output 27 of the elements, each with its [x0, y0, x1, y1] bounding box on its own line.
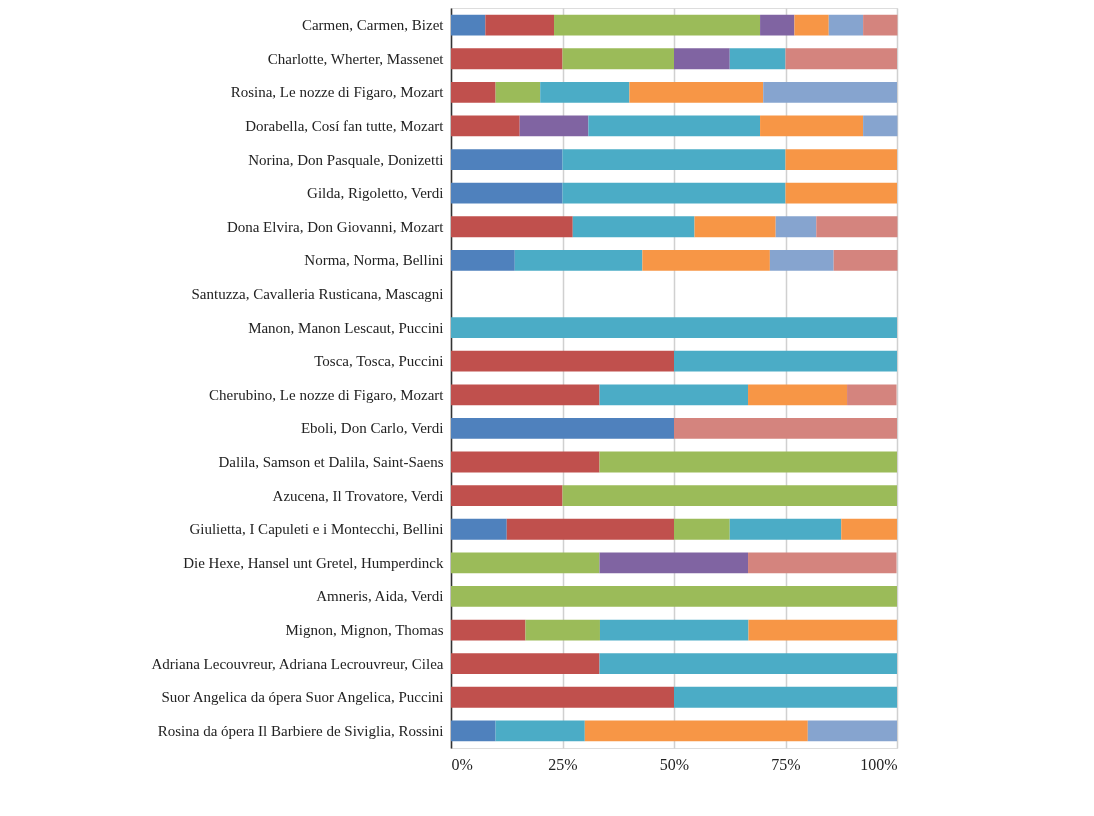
y-tick-label: Dorabella, Cosí fan tutte, Mozart: [245, 117, 445, 134]
y-tick-label: Carmen, Carmen, Bizet: [301, 17, 445, 34]
y-tick-label: Adriana Lecouvreur, Adriana Lecrouvreur, Cilea: [151, 655, 444, 672]
y-tick-label: Norina, Don Pasquale, Donizetti: [248, 151, 444, 168]
y-tick-label: Suor Angelica da ópera Suor Angelica, Puccini: [161, 689, 444, 706]
x-tick-label: 100%: [860, 755, 898, 773]
y-tick-label: Die Hexe, Hansel unt Gretel, Humperdinck: [183, 554, 444, 571]
y-tick-label: Azucena, Il Trovatore, Verdi: [272, 487, 444, 504]
x-tick-label: 25%: [548, 755, 578, 773]
y-tick-label: Amneris, Aida, Verdi: [316, 588, 444, 605]
y-tick-label: Cherubino, Le nozze di Figaro, Mozart: [208, 386, 445, 403]
y-tick-label: Mignon, Mignon, Thomas: [285, 622, 444, 639]
x-tick-label: 75%: [771, 755, 801, 773]
y-tick-label: Giulietta, I Capuleti e i Montecchi, Bellini: [189, 521, 444, 538]
y-tick-label: Tosca, Tosca, Puccini: [314, 353, 444, 370]
y-tick-label: Rosina da ópera Il Barbiere de Siviglia, Rossini: [157, 722, 444, 739]
x-tick-label: 0%: [451, 755, 473, 773]
y-tick-label: Manon, Manon Lescaut, Puccini: [248, 319, 444, 336]
y-tick-label: Dalila, Samson et Dalila, Saint-Saens: [218, 454, 444, 471]
y-tick-label: Eboli, Don Carlo, Verdi: [300, 420, 444, 437]
y-tick-label: Norma, Norma, Bellini: [304, 252, 444, 269]
y-tick-label: Dona Elvira, Don Giovanni, Mozart: [226, 218, 445, 235]
y-tick-label: Charlotte, Wherter, Massenet: [267, 50, 445, 67]
y-tick-label: Gilda, Rigoletto, Verdi: [307, 185, 444, 202]
y-tick-label: Rosina, Le nozze di Figaro, Mozart: [230, 84, 445, 101]
y-tick-label: Santuzza, Cavalleria Rusticana, Mascagni: [191, 285, 444, 302]
x-tick-label: 50%: [659, 755, 690, 773]
